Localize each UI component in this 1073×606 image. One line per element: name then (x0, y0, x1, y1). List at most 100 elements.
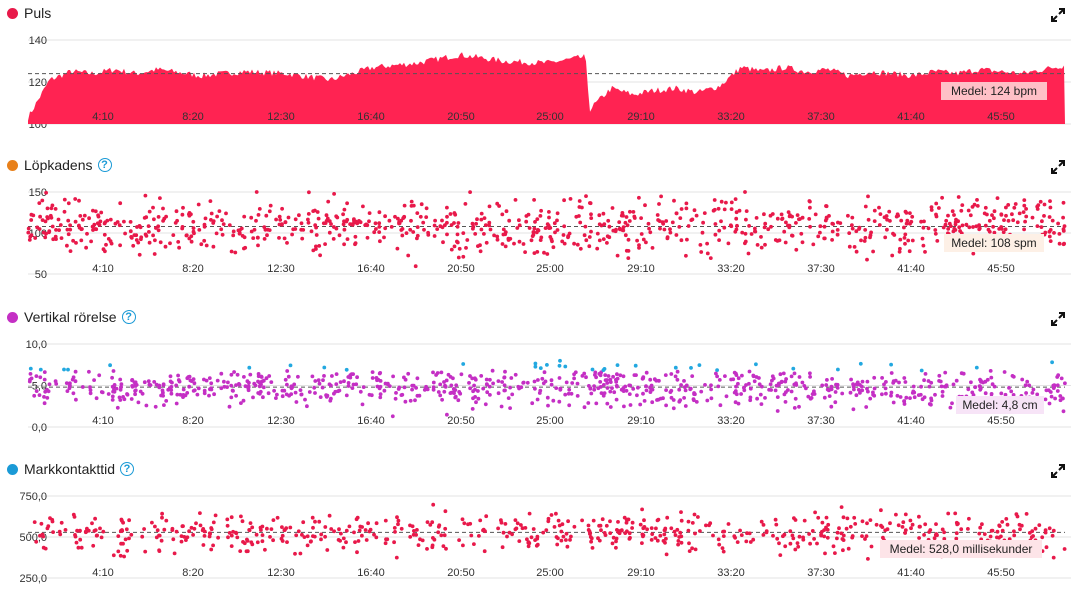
data-point (1050, 533, 1055, 538)
x-tick-label: 41:40 (897, 111, 925, 123)
data-point (614, 539, 618, 544)
data-point (910, 522, 915, 527)
data-point (65, 243, 69, 248)
data-point (337, 527, 341, 532)
x-tick-label: 4:10 (92, 415, 113, 427)
data-point (487, 223, 491, 228)
data-point (588, 532, 592, 536)
data-point (234, 393, 239, 398)
data-point (176, 378, 181, 382)
data-point (1042, 214, 1046, 218)
data-point (146, 379, 151, 384)
data-point (485, 382, 489, 387)
help-icon[interactable]: ? (121, 310, 136, 324)
data-point (1051, 555, 1056, 560)
data-point (825, 378, 829, 382)
data-point (1024, 512, 1029, 516)
data-point (687, 541, 691, 546)
data-point (337, 233, 342, 238)
data-point (425, 547, 429, 551)
data-point (314, 244, 318, 249)
data-point (441, 240, 445, 245)
expand-icon[interactable] (1051, 464, 1065, 478)
data-point (476, 389, 480, 393)
data-point (567, 387, 572, 392)
data-point (862, 239, 867, 243)
data-point (92, 529, 97, 533)
data-point (47, 230, 51, 235)
data-point (970, 390, 975, 395)
data-point (835, 530, 840, 535)
data-point (654, 378, 659, 383)
data-point (160, 511, 165, 516)
data-point (241, 398, 246, 403)
data-point (697, 363, 702, 367)
data-point (721, 529, 725, 534)
data-point (974, 224, 979, 229)
data-point (496, 391, 501, 396)
data-point (393, 530, 397, 534)
data-point (485, 390, 490, 395)
data-point (590, 546, 595, 550)
help-icon[interactable]: ? (97, 158, 112, 172)
data-point (311, 525, 315, 530)
data-point (673, 365, 678, 370)
data-point (1011, 218, 1016, 223)
data-point (677, 387, 682, 392)
data-point (409, 204, 414, 208)
data-point (331, 237, 336, 241)
data-point (355, 375, 359, 380)
data-point (324, 219, 329, 223)
data-point (950, 209, 955, 214)
data-point (245, 539, 250, 543)
data-point (129, 236, 134, 240)
data-point (272, 388, 276, 393)
expand-icon[interactable] (1051, 160, 1065, 174)
data-point (383, 518, 388, 523)
data-point (922, 533, 926, 537)
data-point (975, 204, 980, 208)
data-point (943, 222, 948, 227)
data-point (627, 219, 632, 223)
data-point (1023, 219, 1027, 224)
average-badge (941, 82, 1047, 100)
data-point (161, 219, 166, 223)
data-point (66, 218, 71, 223)
y-tick-label: 140 (29, 35, 47, 47)
data-point (597, 523, 601, 528)
data-point (716, 384, 721, 389)
data-point (229, 515, 234, 520)
data-point (207, 393, 211, 398)
data-point (249, 540, 254, 545)
data-point (508, 385, 512, 390)
data-point (546, 403, 550, 408)
data-point (679, 383, 683, 387)
average-label: Medel: 108 spm (951, 236, 1036, 250)
data-point (589, 216, 594, 220)
data-point (922, 219, 926, 224)
data-point (44, 190, 48, 195)
data-point (229, 533, 234, 538)
data-point (850, 223, 854, 227)
data-point (237, 382, 242, 387)
data-point (40, 218, 45, 222)
data-point (224, 211, 228, 216)
data-point (664, 552, 669, 557)
data-point (307, 390, 312, 394)
help-icon[interactable]: ? (120, 462, 135, 476)
data-point (301, 520, 306, 525)
data-point (791, 366, 796, 371)
data-point (989, 375, 994, 380)
expand-icon[interactable] (1051, 8, 1065, 22)
expand-icon[interactable] (1051, 312, 1065, 326)
data-point (951, 382, 956, 387)
data-point (267, 374, 272, 378)
data-point (495, 201, 500, 206)
data-point (568, 538, 572, 542)
data-point (244, 549, 249, 554)
data-point (1022, 198, 1027, 202)
data-point (161, 206, 165, 211)
data-point (569, 534, 573, 539)
data-point (49, 206, 54, 211)
data-point (513, 372, 518, 377)
